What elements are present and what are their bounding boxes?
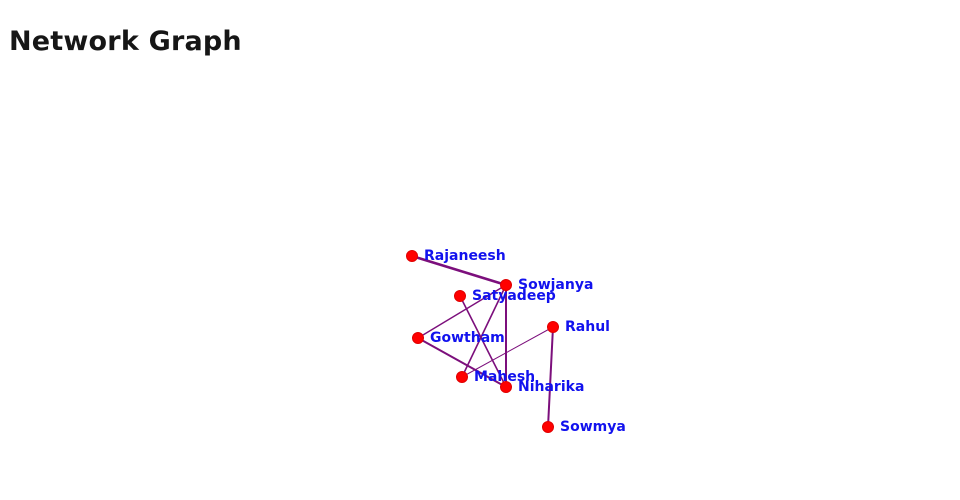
graph-node-sowmya[interactable] xyxy=(542,421,554,433)
graph-edge-satyadeep-niharika xyxy=(459,295,507,388)
graph-node-gowtham[interactable] xyxy=(412,332,424,344)
graph-node-sowjanya[interactable] xyxy=(500,279,512,291)
graph-node-label-satyadeep: Satyadeep xyxy=(472,288,556,304)
graph-edge-rajaneesh-sowjanya xyxy=(410,254,508,287)
page-title: Network Graph xyxy=(9,26,242,57)
graph-edge-rahul-mahesh xyxy=(461,326,554,378)
graph-node-label-niharika: Niharika xyxy=(518,379,584,395)
graph-edge-rahul-sowmya xyxy=(547,326,554,428)
graph-node-label-sowjanya: Sowjanya xyxy=(518,277,593,293)
graph-edge-sowjanya-gowtham xyxy=(417,284,507,339)
graph-node-label-rahul: Rahul xyxy=(565,319,610,335)
graph-node-label-gowtham: Gowtham xyxy=(430,330,505,346)
graph-edge-gowtham-niharika xyxy=(417,337,507,388)
graph-node-mahesh[interactable] xyxy=(456,371,468,383)
graph-node-niharika[interactable] xyxy=(500,381,512,393)
graph-node-satyadeep[interactable] xyxy=(454,290,466,302)
graph-node-label-mahesh: Mahesh xyxy=(474,369,535,385)
graph-node-label-sowmya: Sowmya xyxy=(560,419,626,435)
graph-node-label-rajaneesh: Rajaneesh xyxy=(424,248,506,264)
graph-edge-sowjanya-mahesh xyxy=(461,284,507,378)
graph-node-rajaneesh[interactable] xyxy=(406,250,418,262)
graph-node-rahul[interactable] xyxy=(547,321,559,333)
